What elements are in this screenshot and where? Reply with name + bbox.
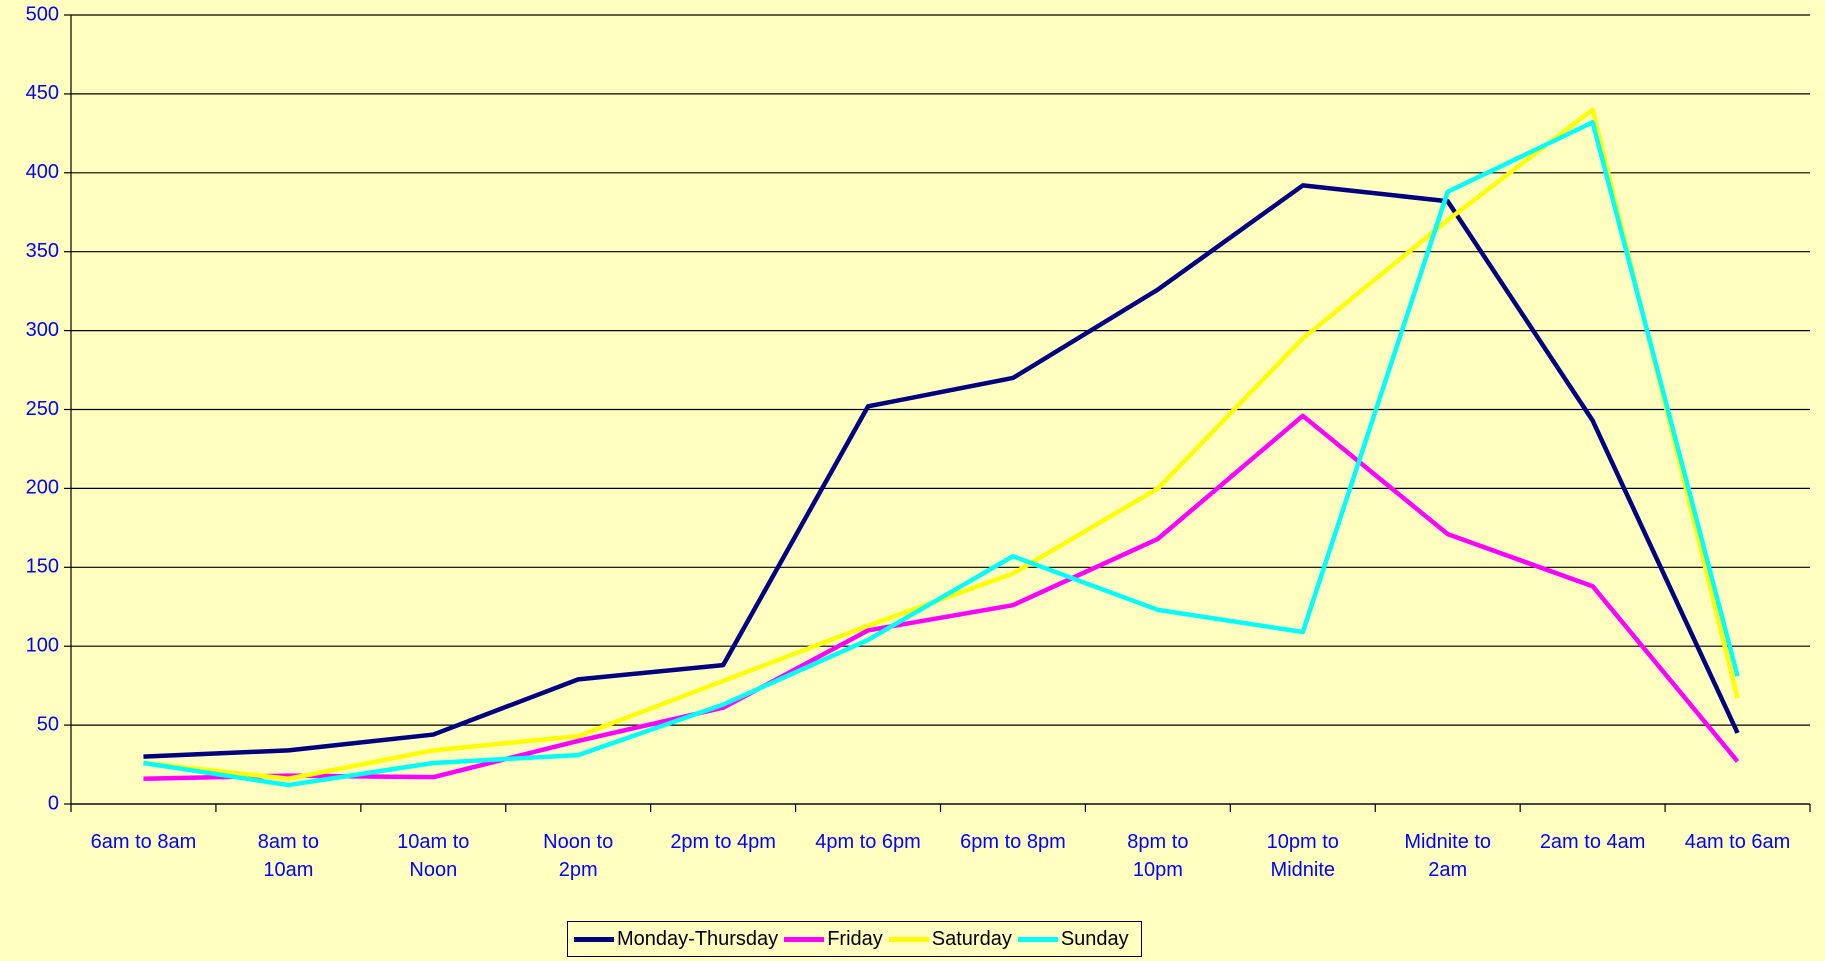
x-tick-label: 6pm to 8pm — [960, 831, 1066, 853]
y-tick-label: 450 — [26, 82, 59, 104]
x-tick-label: 2am to 4am — [1539, 831, 1646, 853]
legend-label: Saturday — [931, 927, 1012, 950]
y-tick-label: 200 — [26, 477, 59, 499]
series-line — [143, 107, 1740, 782]
y-tick-label: 250 — [26, 398, 59, 420]
x-tick-label: 8am to 10am — [257, 831, 319, 881]
x-tick-label: Midnite to 2am — [1404, 831, 1492, 881]
legend: Monday-Thursday Friday Saturday Sunday — [567, 921, 1142, 957]
y-tick-label: 50 — [37, 713, 59, 735]
legend-item: Saturday — [888, 927, 1012, 951]
legend-swatch — [888, 936, 929, 942]
y-tick-label: 100 — [26, 634, 59, 656]
x-tick-label: 8pm to 10pm — [1127, 831, 1189, 881]
y-tick-label: 300 — [26, 319, 59, 341]
legend-swatch — [574, 936, 614, 942]
x-tick-label: 4am to 6am — [1684, 831, 1791, 853]
y-tick-label: 0 — [48, 792, 59, 814]
x-tick-label: 10am to Noon — [397, 831, 470, 881]
legend-item: Friday — [784, 928, 883, 951]
legend-label: Friday — [827, 927, 883, 950]
legend-swatch — [784, 936, 825, 942]
x-tick-label: 6am to 8am — [90, 831, 197, 853]
legend-swatch — [1017, 936, 1058, 942]
x-tick-label: 10pm to Midnite — [1266, 831, 1339, 881]
series-line — [143, 120, 1740, 788]
y-tick-label: 350 — [26, 240, 59, 262]
legend-item: Sunday — [1017, 927, 1129, 951]
legend-item: Monday-Thursday — [574, 928, 778, 951]
y-tick-label: 400 — [26, 161, 59, 183]
x-tick-label: Noon to 2pm — [543, 831, 614, 881]
y-tick-label: 150 — [26, 556, 59, 578]
legend-label: Sunday — [1060, 927, 1129, 950]
y-tick-label: 500 — [26, 3, 59, 25]
x-tick-label: 4pm to 6pm — [815, 831, 921, 853]
legend-label: Monday-Thursday — [617, 927, 779, 950]
series-line — [143, 183, 1740, 759]
series-line — [143, 413, 1740, 782]
x-tick-label: 2pm to 4pm — [670, 831, 776, 853]
